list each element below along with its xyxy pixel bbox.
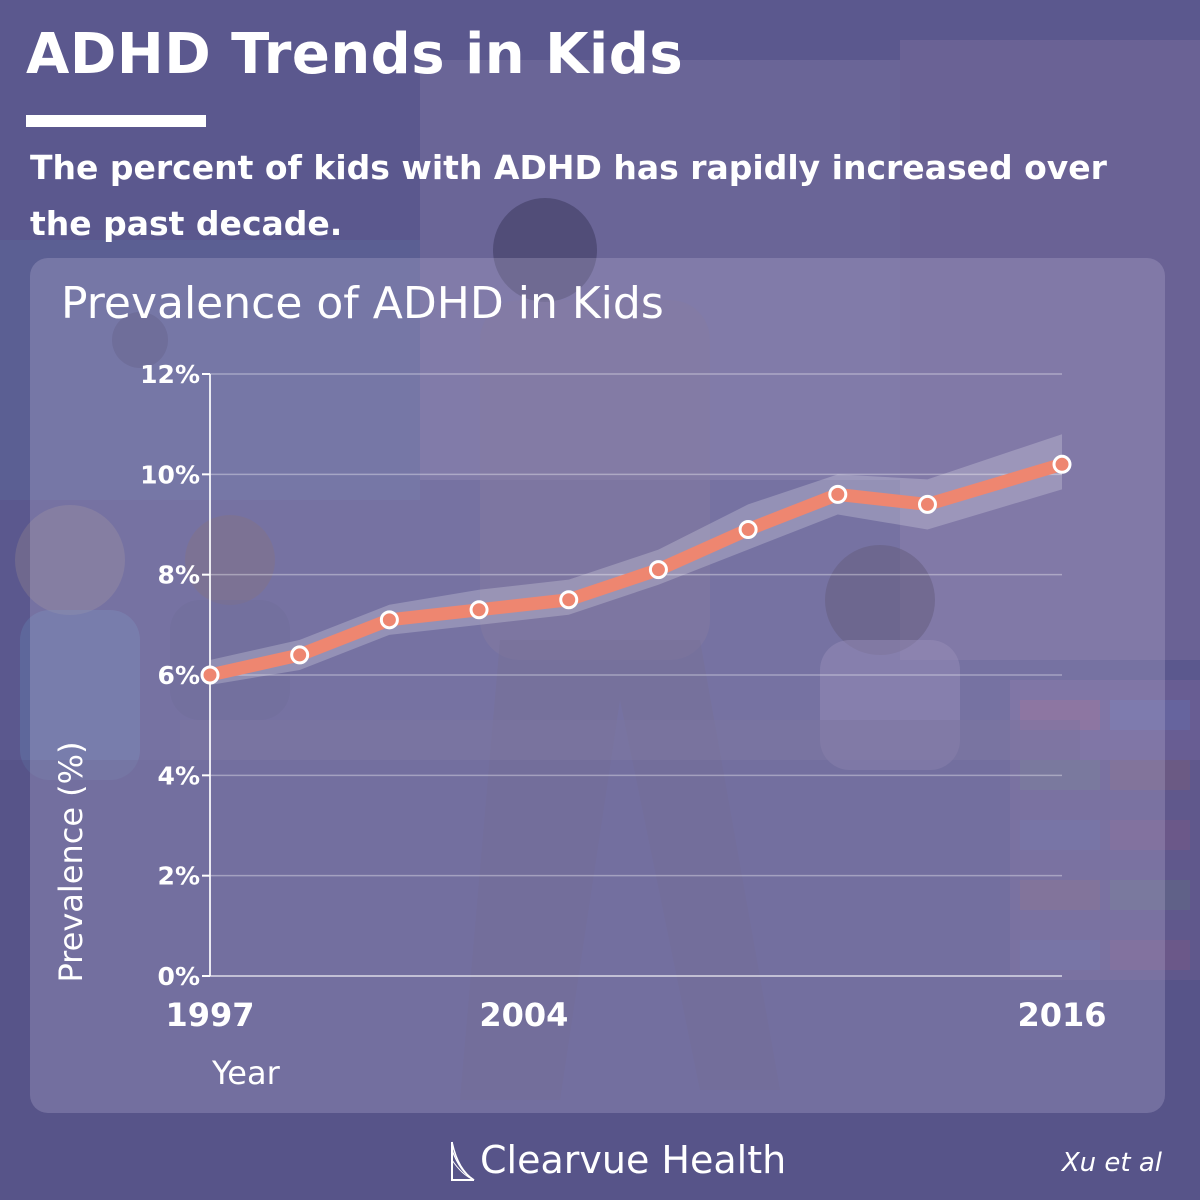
data-point [200,665,220,685]
y-tick-label: 4% [158,761,200,790]
brand-name: Clearvue Health [480,1138,787,1182]
y-axis-label: Prevalence (%) [52,741,90,982]
y-tick-label: 0% [158,962,200,991]
title-underline [26,115,206,127]
page-subtitle: The percent of kids with ADHD has rapidl… [30,148,1107,243]
y-tick-label: 8% [158,561,200,590]
confidence-band [210,434,1062,686]
data-point [469,600,489,620]
chart-panel [30,258,1165,1113]
series-line-prevalence [203,457,1069,682]
data-point [379,610,399,630]
x-ticks: 1997 2004 2016 [165,996,1106,1034]
data-point [1052,454,1072,474]
y-tick-label: 6% [158,661,200,690]
clearvue-logo-icon [451,1141,475,1181]
y-tick-label: 10% [140,460,200,489]
y-ticks: 0% 2% 4% 6% 8% 10% 12% [140,360,210,991]
brand-logo: Clearvue Health [450,1138,786,1182]
gridlines [210,373,1062,977]
data-point [828,484,848,504]
data-point [559,590,579,610]
source-citation: Xu et al [1061,1148,1162,1178]
y-tick-label: 12% [140,360,200,389]
data-point [917,494,937,514]
x-tick-label: 1997 [165,996,254,1034]
data-point [738,520,758,540]
chart-title: Prevalence of ADHD in Kids [61,278,664,329]
data-point [290,645,310,665]
data-points [200,454,1072,685]
x-axis-label: Year [211,1054,281,1092]
y-tick-label: 2% [158,862,200,891]
x-tick-label: 2004 [479,996,568,1034]
page-title: ADHD Trends in Kids [26,22,684,87]
x-tick-label: 2016 [1017,996,1106,1034]
data-point [648,560,668,580]
